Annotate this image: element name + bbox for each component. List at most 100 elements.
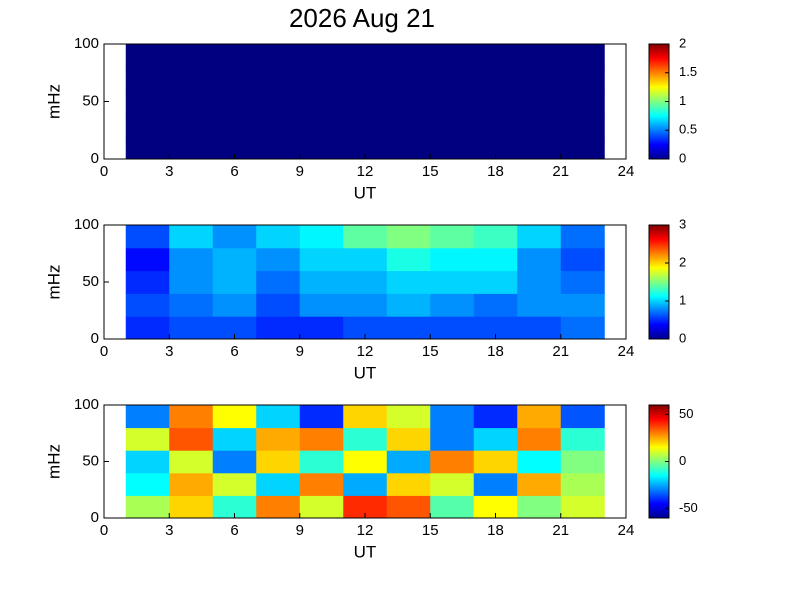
heat-cell (473, 405, 518, 429)
heat-cell (517, 67, 562, 91)
heat-cell (430, 90, 475, 114)
x-tick-label: 3 (165, 522, 173, 539)
heat-cell (256, 450, 301, 474)
heat-cell (169, 136, 214, 160)
heat-cell (560, 405, 605, 429)
y-axis-label: mHz (44, 265, 63, 300)
x-tick-label: 0 (100, 163, 108, 180)
colorbar-tick-label: 0 (679, 330, 686, 345)
heat-cell (473, 136, 518, 160)
colorbar-tick-label: 50 (679, 406, 693, 421)
heat-cell (560, 293, 605, 317)
heat-cell (517, 247, 562, 272)
x-tick-label: 18 (487, 522, 504, 539)
heat-cell (299, 427, 344, 451)
heat-cell (169, 247, 214, 272)
heat-cell (256, 405, 301, 429)
heat-cell (560, 247, 605, 272)
heat-cell (473, 472, 518, 496)
heat-cell (430, 405, 475, 429)
heat-cell (560, 450, 605, 474)
heat-cell (299, 44, 344, 68)
heat-cell (256, 495, 301, 519)
heat-cell (517, 293, 562, 317)
heat-cell (343, 225, 388, 249)
heat-cell (212, 113, 257, 137)
heat-cell (343, 90, 388, 114)
heat-cell (386, 136, 431, 160)
heat-cell (212, 44, 257, 68)
heat-cell (560, 113, 605, 137)
y-tick-label: 0 (91, 150, 99, 167)
x-tick-label: 12 (357, 163, 374, 180)
heat-cell (430, 427, 475, 451)
heat-cell (473, 427, 518, 451)
heat-cell (212, 293, 257, 317)
heat-cell (125, 270, 170, 294)
colorbar-tick-label: 2 (679, 254, 686, 269)
x-tick-label: 3 (165, 163, 173, 180)
colorbar-tick-label: 2 (679, 35, 686, 50)
heat-cell (386, 67, 431, 91)
heat-cell (169, 316, 214, 340)
heat-cell (386, 450, 431, 474)
heat-cell (473, 270, 518, 294)
heat-cell (256, 136, 301, 160)
heat-cell (169, 495, 214, 519)
x-tick-label: 21 (552, 163, 569, 180)
heat-cell (386, 472, 431, 496)
heat-cell (256, 67, 301, 91)
heat-cell (430, 316, 475, 340)
heat-cell (473, 247, 518, 272)
x-tick-label: 9 (296, 343, 304, 360)
heat-cell (125, 113, 170, 137)
x-tick-label: 15 (422, 163, 439, 180)
heat-cell (386, 225, 431, 249)
y-tick-label: 0 (91, 509, 99, 526)
heat-cell (256, 293, 301, 317)
heat-cell (299, 136, 344, 160)
y-tick-label: 0 (91, 330, 99, 347)
heat-cell (560, 427, 605, 451)
heat-cell (430, 247, 475, 272)
x-axis-label: UT (354, 363, 377, 382)
heat-cell (560, 225, 605, 249)
x-tick-label: 21 (552, 343, 569, 360)
heat-cell (517, 316, 562, 340)
y-tick-label: 100 (74, 216, 99, 233)
heat-cell (169, 113, 214, 137)
heat-cell (430, 67, 475, 91)
y-tick-label: 50 (82, 92, 99, 109)
heat-cell (517, 225, 562, 249)
heat-cell (343, 136, 388, 160)
heat-cell (212, 450, 257, 474)
heat-cell (386, 270, 431, 294)
heat-cell (125, 495, 170, 519)
heat-cell (343, 247, 388, 272)
colorbar-tick-label: 1 (679, 93, 686, 108)
heat-cell (473, 90, 518, 114)
heat-cell (343, 316, 388, 340)
heat-cell (343, 67, 388, 91)
heat-cell (517, 495, 562, 519)
heat-cell (125, 136, 170, 160)
heat-cell (256, 225, 301, 249)
heat-cell (560, 90, 605, 114)
heat-cell (169, 405, 214, 429)
heat-cell (299, 90, 344, 114)
heat-cell (256, 90, 301, 114)
heat-cell (560, 472, 605, 496)
heat-cell (256, 427, 301, 451)
x-tick-label: 0 (100, 522, 108, 539)
heat-cell (386, 113, 431, 137)
heat-cell (343, 495, 388, 519)
heat-cell (560, 270, 605, 294)
heat-cell (560, 67, 605, 91)
x-tick-label: 6 (230, 163, 238, 180)
colorbar-tick-label: 0.5 (679, 122, 697, 137)
heat-cell (125, 225, 170, 249)
y-tick-label: 100 (74, 396, 99, 413)
colorbar-tick-label: 1 (679, 292, 686, 307)
heat-cell (212, 247, 257, 272)
